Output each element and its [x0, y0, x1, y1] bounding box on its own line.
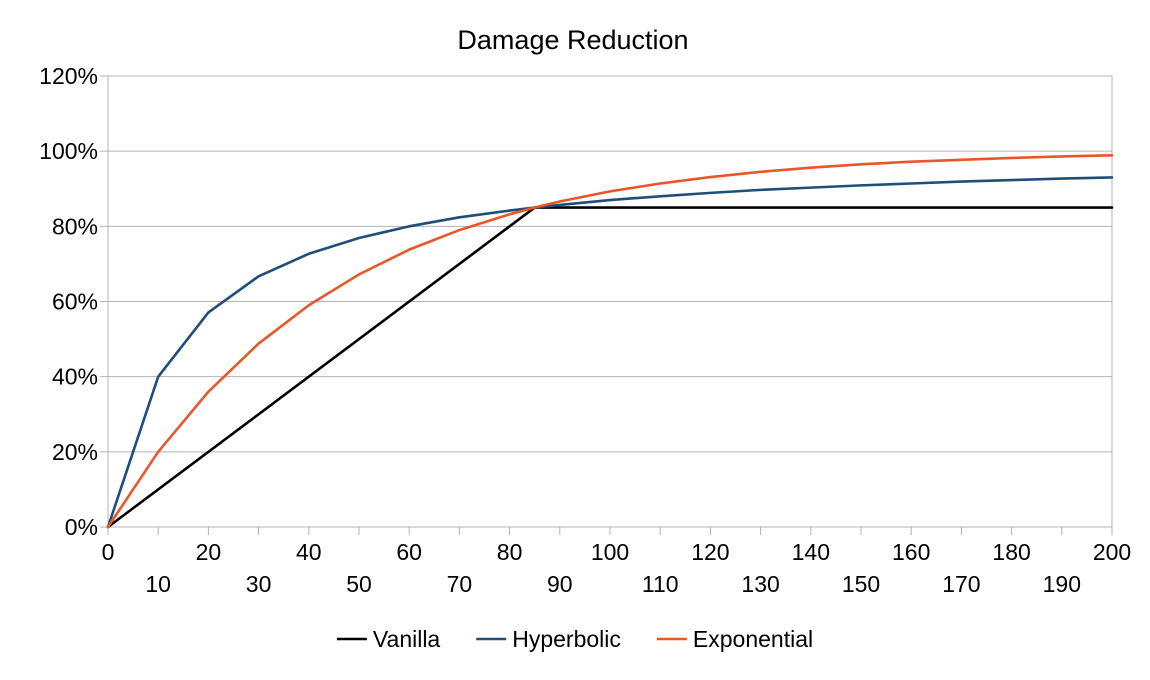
series-lines [106, 154, 1114, 529]
x-tick-label: 200 [1093, 539, 1131, 565]
x-tick-label: 40 [296, 539, 322, 565]
x-tick-label: 140 [792, 539, 830, 565]
axes [100, 75, 1113, 535]
legend-label-hyperbolic: Hyperbolic [512, 626, 621, 652]
x-tick-label: 120 [691, 539, 729, 565]
legend: Vanilla Hyperbolic Exponential [336, 626, 813, 652]
x-tick-label: 170 [942, 571, 980, 597]
x-tick-label: 50 [346, 571, 372, 597]
series-line-exponential [106, 154, 1114, 529]
x-tick-label: 10 [145, 571, 171, 597]
y-tick-label: 120% [39, 63, 98, 89]
chart-title: Damage Reduction [457, 25, 688, 55]
series-line-hyperbolic [106, 176, 1114, 529]
y-tick-label: 40% [52, 364, 98, 390]
x-tick-label: 190 [1043, 571, 1081, 597]
x-tick-label: 80 [497, 539, 523, 565]
legend-label-exponential: Exponential [693, 626, 813, 652]
x-tick-label: 70 [447, 571, 473, 597]
tick-labels: 0% 20% 40% 60% 80% 100% 120% 0 10 20 30 40 50 60 70 80 9… [39, 63, 1131, 597]
y-tick-label: 80% [52, 213, 98, 239]
legend-label-vanilla: Vanilla [373, 626, 441, 652]
y-tick-label: 60% [52, 289, 98, 315]
x-tick-label: 100 [591, 539, 629, 565]
x-tick-label: 60 [396, 539, 422, 565]
grid-lines [108, 75, 1112, 453]
x-tick-label: 160 [892, 539, 930, 565]
x-tick-label: 30 [246, 571, 272, 597]
x-tick-label: 150 [842, 571, 880, 597]
x-tick-label: 20 [196, 539, 222, 565]
x-tick-label: 90 [547, 571, 573, 597]
y-tick-label: 0% [65, 514, 98, 540]
x-tick-label: 130 [741, 571, 779, 597]
x-tick-label: 110 [642, 571, 679, 597]
x-tick-label: 0 [102, 539, 115, 565]
series-line-vanilla [106, 206, 1114, 529]
y-tick-label: 100% [39, 138, 98, 164]
x-tick-label: 180 [992, 539, 1030, 565]
y-tick-label: 20% [52, 439, 98, 465]
